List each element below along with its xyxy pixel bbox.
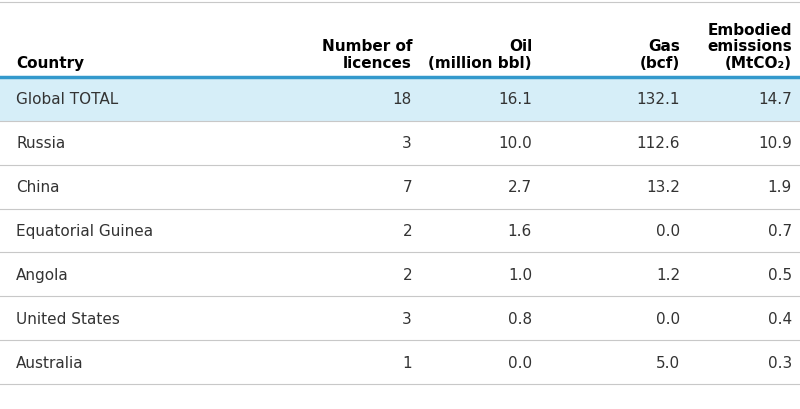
FancyBboxPatch shape [0, 297, 800, 340]
Text: 1.9: 1.9 [768, 180, 792, 195]
FancyBboxPatch shape [0, 165, 800, 209]
Text: Angola: Angola [16, 267, 69, 282]
Text: 1.2: 1.2 [656, 267, 680, 282]
Text: 132.1: 132.1 [637, 92, 680, 107]
Text: 0.3: 0.3 [768, 355, 792, 370]
Text: Global TOTAL: Global TOTAL [16, 92, 118, 107]
Text: 10.0: 10.0 [498, 136, 532, 151]
Text: Russia: Russia [16, 136, 66, 151]
Text: 3: 3 [402, 311, 412, 326]
FancyBboxPatch shape [0, 340, 800, 384]
FancyBboxPatch shape [0, 78, 800, 121]
Text: 16.1: 16.1 [498, 92, 532, 107]
Text: 1.6: 1.6 [508, 223, 532, 238]
Text: licences: licences [343, 55, 412, 70]
Text: 0.0: 0.0 [656, 311, 680, 326]
Text: (bcf): (bcf) [640, 55, 680, 70]
Text: Embodied: Embodied [707, 22, 792, 38]
Text: 7: 7 [402, 180, 412, 195]
Text: (MtCO₂): (MtCO₂) [725, 55, 792, 70]
Text: 1: 1 [402, 355, 412, 370]
FancyBboxPatch shape [0, 209, 800, 253]
FancyBboxPatch shape [0, 121, 800, 165]
Text: 2.7: 2.7 [508, 180, 532, 195]
Text: Country: Country [16, 55, 84, 70]
Text: 1.0: 1.0 [508, 267, 532, 282]
Text: 13.2: 13.2 [646, 180, 680, 195]
Text: Number of: Number of [322, 39, 412, 54]
FancyBboxPatch shape [0, 0, 800, 78]
Text: Oil: Oil [509, 39, 532, 54]
Text: 2: 2 [402, 223, 412, 238]
Text: 10.9: 10.9 [758, 136, 792, 151]
Text: Australia: Australia [16, 355, 84, 370]
Text: (million bbl): (million bbl) [429, 55, 532, 70]
Text: 2: 2 [402, 267, 412, 282]
Text: Gas: Gas [648, 39, 680, 54]
Text: 5.0: 5.0 [656, 355, 680, 370]
Text: 18: 18 [393, 92, 412, 107]
Text: emissions: emissions [707, 39, 792, 54]
Text: 0.7: 0.7 [768, 223, 792, 238]
Text: 14.7: 14.7 [758, 92, 792, 107]
Text: 0.8: 0.8 [508, 311, 532, 326]
Text: 3: 3 [402, 136, 412, 151]
Text: 0.5: 0.5 [768, 267, 792, 282]
Text: 0.0: 0.0 [508, 355, 532, 370]
Text: 0.0: 0.0 [656, 223, 680, 238]
Text: United States: United States [16, 311, 120, 326]
FancyBboxPatch shape [0, 253, 800, 297]
Text: Equatorial Guinea: Equatorial Guinea [16, 223, 153, 238]
Text: 0.4: 0.4 [768, 311, 792, 326]
Text: China: China [16, 180, 59, 195]
Text: 112.6: 112.6 [637, 136, 680, 151]
